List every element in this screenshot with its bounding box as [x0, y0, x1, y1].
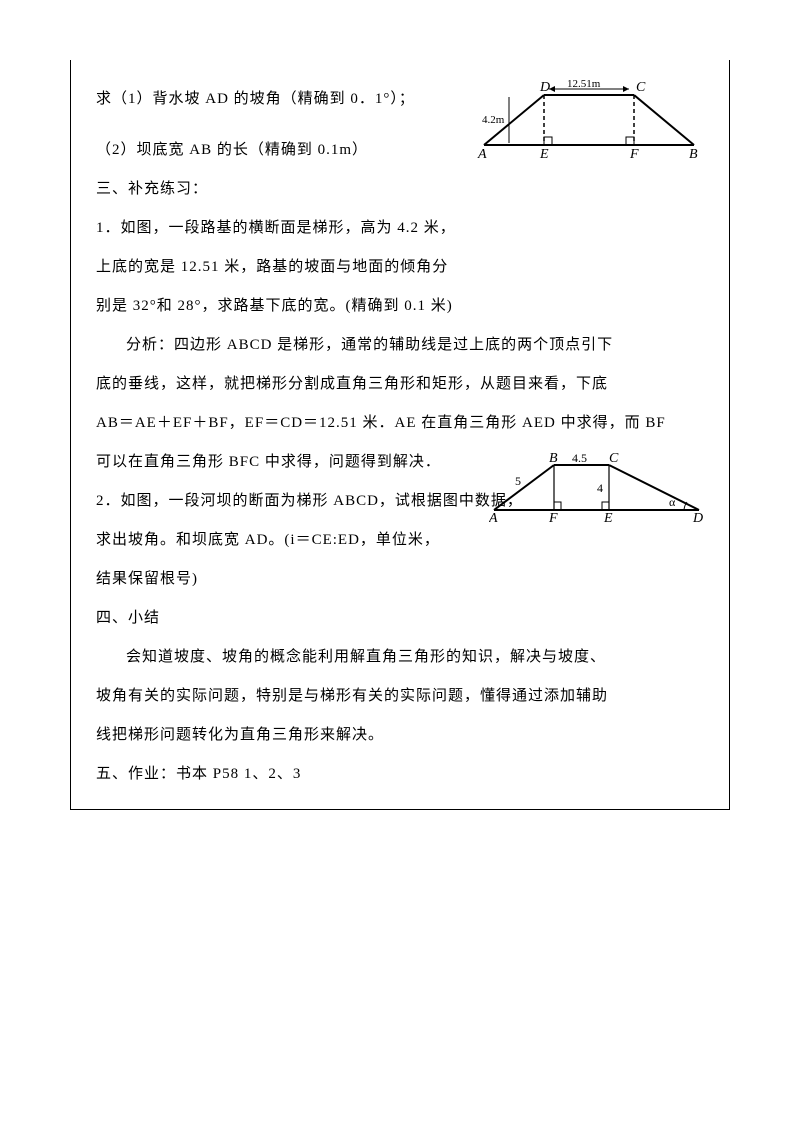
dim-ab: 5 — [515, 474, 521, 488]
label-C2: C — [609, 451, 619, 466]
dim-top: 12.51m — [567, 78, 601, 90]
line-7: 分析：四边形 ABCD 是梯形，通常的辅助线是过上底的两个顶点引下 — [96, 326, 704, 365]
dim-bc: 4.5 — [572, 451, 587, 465]
figure-1-trapezoid: D C A E F B 12.51m 4.2m — [474, 75, 704, 165]
dim-ce: 4 — [597, 481, 603, 495]
label-A2: A — [489, 511, 498, 525]
line-6: 别是 32°和 28°，求路基下底的宽。(精确到 0.1 米) — [96, 287, 704, 326]
label-B: B — [689, 147, 698, 160]
line-13: 结果保留根号) — [96, 560, 704, 599]
label-F2: F — [548, 511, 558, 525]
label-D: D — [539, 80, 550, 95]
line-14: 四、小结 — [96, 599, 704, 638]
label-E: E — [539, 147, 549, 160]
label-F: F — [629, 147, 639, 160]
line-16: 坡角有关的实际问题，特别是与梯形有关的实际问题，懂得通过添加辅助 — [96, 677, 704, 716]
label-C: C — [636, 80, 646, 95]
figure-2-dam: A B C D F E 4.5 5 4 α — [489, 450, 704, 530]
line-9: AB＝AE＋EF＋BF，EF＝CD＝12.51 米．AE 在直角三角形 AED … — [96, 404, 704, 443]
dim-left: 4.2m — [482, 114, 505, 126]
line-3: 三、补充练习： — [96, 170, 704, 209]
line-15: 会知道坡度、坡角的概念能利用解直角三角形的知识，解决与坡度、 — [96, 638, 704, 677]
line-4: 1．如图，一段路基的横断面是梯形，高为 4.2 米， — [96, 209, 704, 248]
line-5: 上底的宽是 12.51 米，路基的坡面与地面的倾角分 — [96, 248, 704, 287]
label-B2: B — [549, 451, 558, 466]
angle-alpha: α — [669, 495, 676, 509]
document-frame: D C A E F B 12.51m 4.2m — [70, 60, 730, 810]
label-D2: D — [692, 511, 703, 525]
line-18: 五、作业：书本 P58 1、2、3 — [96, 755, 704, 794]
line-8: 底的垂线，这样，就把梯形分割成直角三角形和矩形，从题目来看，下底 — [96, 365, 704, 404]
line-17: 线把梯形问题转化为直角三角形来解决。 — [96, 716, 704, 755]
label-A: A — [477, 147, 487, 160]
label-E2: E — [603, 511, 613, 525]
